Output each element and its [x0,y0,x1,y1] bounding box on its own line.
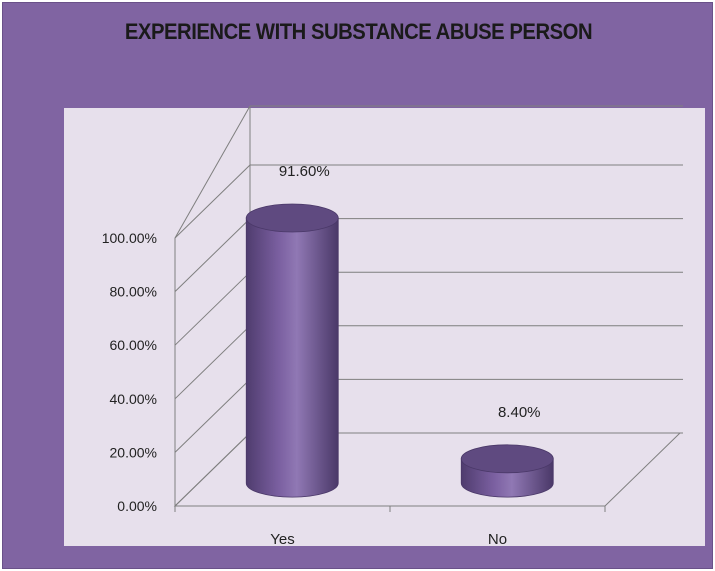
bar-yes: 91.60% [245,163,339,498]
cylinder-body [245,217,339,498]
x-tick-label: Yes [270,531,294,548]
y-tick-label: 0.00% [117,498,157,514]
data-label: 91.60% [279,163,330,180]
cylinder-top [460,444,554,474]
y-tick-label: 20.00% [110,444,157,460]
gridline-side [174,379,251,453]
x-tick-label: No [488,531,507,548]
gridline-side [174,218,251,292]
chart-title: EXPERIENCE WITH SUBSTANCE ABUSE PERSON [124,19,593,44]
data-label: 8.40% [498,404,541,421]
y-tick-label: 60.00% [110,337,157,353]
y-tick-label: 100.00% [102,230,157,246]
plot-area [64,108,705,546]
x-axis: Yes No [174,506,606,548]
y-axis: 0.00% 20.00% 40.00% 60.00% 80.00% 100.00% [102,230,157,514]
y-tick-label: 40.00% [110,391,157,407]
gridline-side [174,325,251,400]
gridline-side [174,432,251,507]
bars: 91.60% 8.40% [245,163,554,498]
gridline-side [174,271,251,346]
gridline-side [174,105,251,239]
y-tick-label: 80.00% [110,284,157,300]
gridline-side [174,164,251,239]
bar-no: 8.40% [460,404,554,498]
cylinder-top [245,203,339,233]
